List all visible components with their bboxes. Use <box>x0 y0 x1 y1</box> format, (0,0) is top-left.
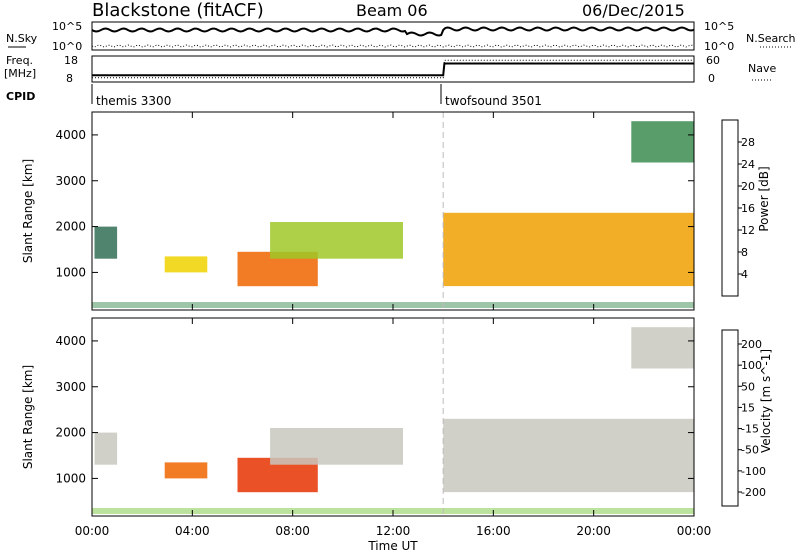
x-tick-label: 08:00 <box>275 524 310 538</box>
freq-label: Freq. <box>6 54 33 67</box>
velocity-ylabel: Slant Range [km] <box>21 365 35 469</box>
velocity-cbar-tick-label: -15 <box>741 423 759 436</box>
y-tick-label: 4000 <box>55 128 86 142</box>
echo-region <box>443 418 694 493</box>
x-tick-label: 12:00 <box>376 524 411 538</box>
echo-region <box>164 462 208 479</box>
x-tick-label: 20:00 <box>576 524 611 538</box>
y-tick-label: 4000 <box>55 334 86 348</box>
time-axis: 00:00 04:00 08:00 12:00 16:00 20:00 00:00 <box>75 112 712 538</box>
nsearch-series <box>91 44 695 48</box>
cpid-segment-2: twofsound 3501 <box>445 94 542 108</box>
nsky-tick-top: 10^5 <box>52 20 82 33</box>
power-cbar-tick-label: 20 <box>741 180 755 193</box>
velocity-cbar-tick-label: 100 <box>741 359 762 372</box>
y-tick-label: 2000 <box>55 426 86 440</box>
nsearch-tick-bottom: 10^0 <box>704 40 734 53</box>
echo-region <box>631 121 694 163</box>
velocity-cbar-label: Velocity [m s^-1] <box>759 349 773 453</box>
velocity-cbar-tick-label: -50 <box>741 444 759 457</box>
power-colorbar: 4 8 12 16 20 24 28 <box>721 119 755 297</box>
power-cbar-tick-label: 28 <box>741 136 755 149</box>
velocity-panel: 1000 2000 3000 4000 Slant Range [km] 200 100… <box>21 317 773 517</box>
x-tick-label: 00:00 <box>75 524 110 538</box>
velocity-cbar-tick-label: 50 <box>741 380 755 393</box>
cpid-strip: CPID themis 3300 twofsound 3501 <box>6 84 542 108</box>
cpid-segment-1: themis 3300 <box>96 94 171 108</box>
power-cbar-tick-label: 12 <box>741 224 755 237</box>
nsearch-label: N.Search <box>746 32 796 45</box>
power-y-axis: 1000 2000 3000 4000 <box>55 128 694 279</box>
power-cbar-tick-label: 24 <box>741 158 755 171</box>
y-tick-label: 2000 <box>55 220 86 234</box>
date-label: 06/Dec/2015 <box>582 1 685 20</box>
noise-panel: N.Sky 10^5 10^0 10^5 10^0 N.Search <box>6 20 796 53</box>
cpid-label: CPID <box>6 90 35 103</box>
nave-tick-top: 60 <box>706 54 720 67</box>
beam-label: Beam 06 <box>356 1 428 20</box>
power-ylabel: Slant Range [km] <box>21 159 35 263</box>
freq-tick-bottom: 8 <box>66 72 73 85</box>
y-tick-label: 3000 <box>55 380 86 394</box>
nsky-label: N.Sky <box>6 32 38 45</box>
time-axis-label: Time UT <box>367 539 418 553</box>
colorbar-frame <box>721 119 739 297</box>
echo-region <box>443 212 694 287</box>
y-tick-label: 1000 <box>55 471 86 485</box>
velocity-colorbar: 200 100 50 15 -15 -50 -100 -200 <box>721 329 766 507</box>
power-cbar-tick-label: 4 <box>741 268 748 281</box>
nsky-tick-bottom: 10^0 <box>52 40 82 53</box>
echo-region <box>94 432 118 465</box>
velocity-cbar-tick-label: 15 <box>741 401 755 414</box>
frequency-series <box>92 62 694 77</box>
power-echo-layer <box>92 121 694 308</box>
echo-region <box>94 226 118 259</box>
velocity-cbar-tick-label: -200 <box>741 486 766 499</box>
station-title: Blackstone (fitACF) <box>92 0 264 21</box>
power-panel: 1000 2000 3000 4000 Slant Range [km] 4 8 12 16… <box>21 111 771 311</box>
x-tick-label: 00:00 <box>677 524 712 538</box>
echo-region <box>164 256 208 273</box>
velocity-cbar-tick-label: -100 <box>741 465 766 478</box>
colorbar-frame <box>721 329 739 507</box>
freq-tick-top: 18 <box>64 54 78 67</box>
y-tick-label: 1000 <box>55 265 86 279</box>
nsearch-tick-top: 10^5 <box>704 20 734 33</box>
nsky-series <box>91 26 695 37</box>
velocity-y-axis: 1000 2000 3000 4000 <box>55 334 694 485</box>
power-cbar-label: Power [dB] <box>757 166 771 231</box>
frequency-panel: Freq. [MHz] 18 8 60 0 Nave <box>4 54 776 85</box>
x-tick-label: 04:00 <box>175 524 210 538</box>
echo-region <box>270 428 403 465</box>
echo-region <box>631 327 694 369</box>
x-tick-label: 16:00 <box>476 524 511 538</box>
echo-region <box>270 222 403 259</box>
freq-unit: [MHz] <box>4 67 36 80</box>
power-cbar-tick-label: 16 <box>741 202 755 215</box>
power-cbar-tick-label: 8 <box>741 246 748 259</box>
nave-label: Nave <box>748 62 776 75</box>
nave-tick-bottom: 0 <box>708 72 715 85</box>
velocity-cbar-tick-label: 200 <box>741 338 762 351</box>
y-tick-label: 3000 <box>55 174 86 188</box>
